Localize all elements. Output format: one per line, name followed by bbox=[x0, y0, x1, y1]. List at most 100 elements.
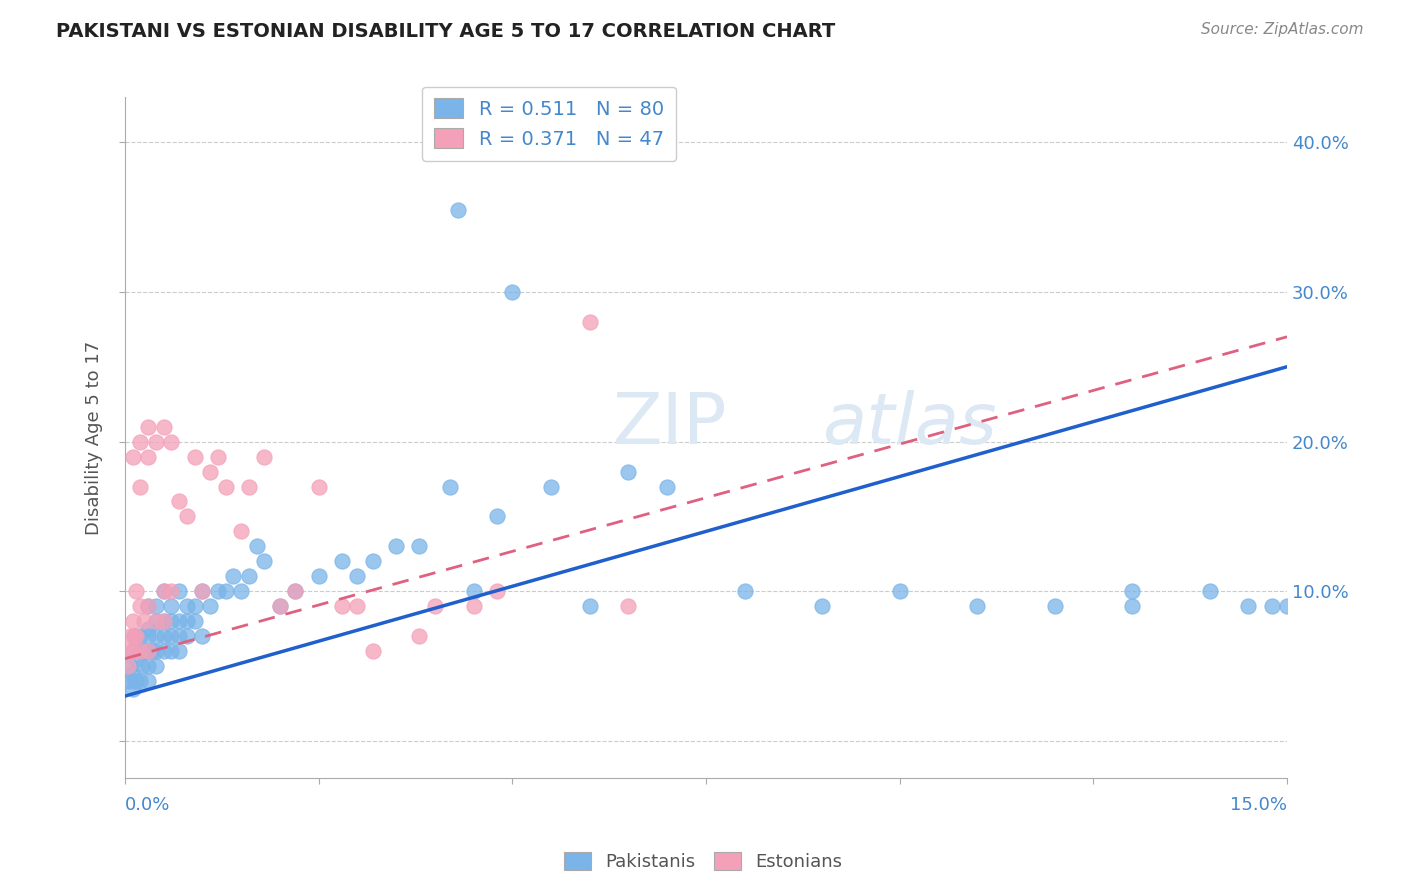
Point bbox=[141, 644, 163, 658]
Point bbox=[238, 569, 260, 583]
Point bbox=[131, 659, 153, 673]
Point bbox=[121, 614, 143, 628]
Point bbox=[167, 644, 190, 658]
Point bbox=[121, 644, 143, 658]
Point bbox=[346, 599, 368, 614]
Point bbox=[160, 584, 183, 599]
Point bbox=[145, 659, 167, 673]
Point bbox=[183, 599, 205, 614]
Point bbox=[385, 540, 408, 554]
Point bbox=[120, 629, 142, 643]
Point bbox=[238, 479, 260, 493]
Point bbox=[152, 419, 174, 434]
Point bbox=[346, 569, 368, 583]
Point bbox=[145, 644, 167, 658]
Point bbox=[1275, 599, 1298, 614]
Point bbox=[183, 614, 205, 628]
Point bbox=[578, 599, 600, 614]
Point bbox=[540, 479, 562, 493]
Point bbox=[253, 554, 276, 568]
Point bbox=[617, 465, 640, 479]
Point bbox=[191, 584, 214, 599]
Point bbox=[160, 644, 183, 658]
Point bbox=[330, 599, 353, 614]
Point bbox=[617, 599, 640, 614]
Point bbox=[136, 419, 159, 434]
Point bbox=[145, 614, 167, 628]
Point bbox=[125, 629, 148, 643]
Point bbox=[121, 666, 143, 681]
Point bbox=[125, 584, 148, 599]
Point bbox=[145, 614, 167, 628]
Legend: R = 0.511   N = 80, R = 0.371   N = 47: R = 0.511 N = 80, R = 0.371 N = 47 bbox=[422, 87, 676, 161]
Point bbox=[408, 540, 430, 554]
Point bbox=[408, 629, 430, 643]
Point bbox=[152, 629, 174, 643]
Point bbox=[734, 584, 756, 599]
Point bbox=[122, 629, 145, 643]
Point bbox=[176, 629, 198, 643]
Point bbox=[145, 599, 167, 614]
Point bbox=[191, 584, 214, 599]
Point bbox=[136, 644, 159, 658]
Point bbox=[330, 554, 353, 568]
Point bbox=[284, 584, 307, 599]
Point bbox=[167, 494, 190, 508]
Point bbox=[160, 434, 183, 449]
Point bbox=[501, 285, 523, 299]
Point bbox=[1043, 599, 1066, 614]
Point bbox=[121, 644, 143, 658]
Point bbox=[439, 479, 461, 493]
Point bbox=[136, 450, 159, 464]
Point bbox=[229, 584, 252, 599]
Point bbox=[121, 681, 143, 696]
Point bbox=[152, 614, 174, 628]
Point bbox=[120, 659, 142, 673]
Point bbox=[657, 479, 679, 493]
Point bbox=[1121, 584, 1143, 599]
Point bbox=[136, 644, 159, 658]
Point bbox=[152, 644, 174, 658]
Point bbox=[229, 524, 252, 539]
Point bbox=[118, 644, 141, 658]
Point bbox=[152, 614, 174, 628]
Point bbox=[167, 629, 190, 643]
Point bbox=[1198, 584, 1220, 599]
Point bbox=[191, 629, 214, 643]
Point bbox=[811, 599, 834, 614]
Point bbox=[207, 584, 229, 599]
Point bbox=[125, 674, 148, 689]
Point bbox=[1237, 599, 1260, 614]
Y-axis label: Disability Age 5 to 17: Disability Age 5 to 17 bbox=[86, 341, 103, 535]
Point bbox=[129, 644, 152, 658]
Point bbox=[176, 614, 198, 628]
Point bbox=[118, 674, 141, 689]
Point bbox=[117, 659, 139, 673]
Point bbox=[1121, 599, 1143, 614]
Point bbox=[889, 584, 911, 599]
Point bbox=[207, 450, 229, 464]
Point bbox=[160, 599, 183, 614]
Point bbox=[308, 479, 330, 493]
Point bbox=[125, 651, 148, 665]
Point bbox=[214, 479, 236, 493]
Point bbox=[578, 315, 600, 329]
Point bbox=[167, 614, 190, 628]
Point bbox=[152, 584, 174, 599]
Point bbox=[214, 584, 236, 599]
Point bbox=[198, 599, 221, 614]
Point bbox=[269, 599, 291, 614]
Point bbox=[136, 599, 159, 614]
Point bbox=[152, 584, 174, 599]
Point bbox=[447, 202, 470, 217]
Point bbox=[222, 569, 245, 583]
Point bbox=[129, 434, 152, 449]
Point bbox=[463, 599, 485, 614]
Point bbox=[136, 599, 159, 614]
Point bbox=[122, 674, 145, 689]
Point bbox=[183, 450, 205, 464]
Point bbox=[145, 434, 167, 449]
Legend: Pakistanis, Estonians: Pakistanis, Estonians bbox=[557, 845, 849, 879]
Point bbox=[136, 659, 159, 673]
Point bbox=[136, 674, 159, 689]
